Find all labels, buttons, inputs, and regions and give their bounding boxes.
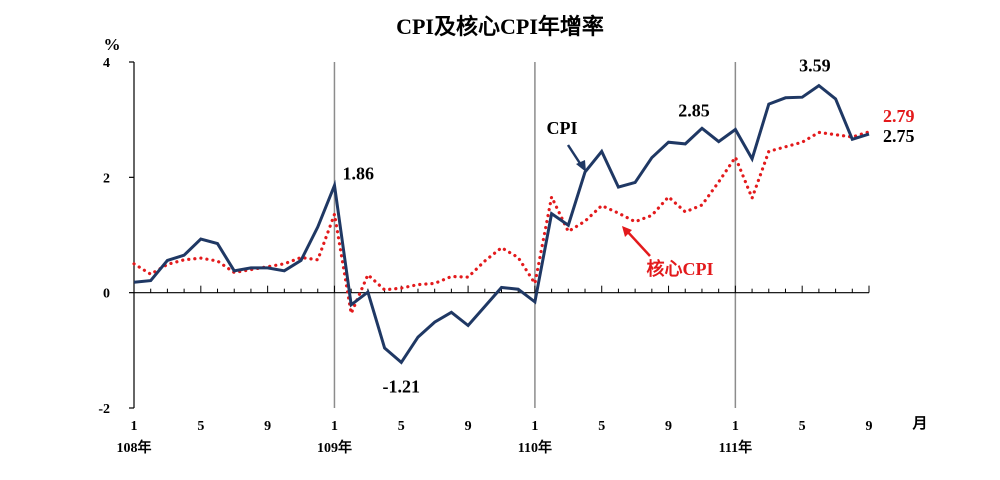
x-year-label: 111年	[719, 439, 752, 456]
x-tick-label: 1	[331, 419, 338, 434]
y-axis-unit-label: %	[104, 35, 121, 54]
x-tick-label: 5	[799, 419, 806, 434]
axes: 4 2 0 -2 1 5 9 1 5 9 1 5 9 1 5 9 108年 109年 110年 111年	[98, 56, 872, 456]
y-tick-label: 2	[103, 171, 110, 186]
x-tick-label: 9	[665, 419, 672, 434]
core-cpi-series-label: 核心CPI	[647, 258, 714, 279]
cpi-line	[133, 83, 870, 365]
data-label: 2.85	[678, 100, 710, 120]
core-label-arrow	[625, 229, 651, 257]
x-axis-unit-label: 月	[911, 415, 927, 432]
y-tick-label: -2	[98, 402, 110, 417]
x-tick-label: 1	[732, 419, 739, 434]
x-tick-label: 5	[398, 419, 405, 434]
chart-labels: 1.86 -1.21 2.85 3.59 2.752.79 CPI 核心CPI	[342, 56, 914, 397]
x-year-label: 109年	[317, 439, 352, 456]
x-tick-label: 1	[531, 419, 538, 434]
series-lines	[132, 83, 871, 365]
chart-title: CPI及核心CPI年增率	[396, 14, 604, 39]
core-arrow-head	[622, 226, 632, 237]
x-tick-label: 9	[465, 419, 472, 434]
vertical-gridlines	[333, 62, 737, 408]
x-tick-label: 9	[866, 419, 873, 434]
x-tick-label: 5	[197, 419, 204, 434]
x-tick-label: 5	[598, 419, 605, 434]
data-label: 2.75	[883, 126, 915, 146]
y-tick-label: 0	[103, 287, 110, 302]
cpi-series-label: CPI	[547, 118, 578, 138]
data-label: 3.59	[799, 56, 831, 76]
data-label: 1.86	[342, 163, 374, 183]
x-tick-label: 9	[264, 419, 271, 434]
y-tick-label: 4	[103, 56, 110, 71]
x-year-label: 110年	[518, 439, 552, 456]
data-label: -1.21	[383, 376, 421, 396]
data-label: 2.79	[883, 106, 915, 126]
x-year-label: 108年	[117, 439, 152, 456]
x-tick-label: 1	[131, 419, 138, 434]
cpi-arrow-head	[576, 160, 586, 172]
